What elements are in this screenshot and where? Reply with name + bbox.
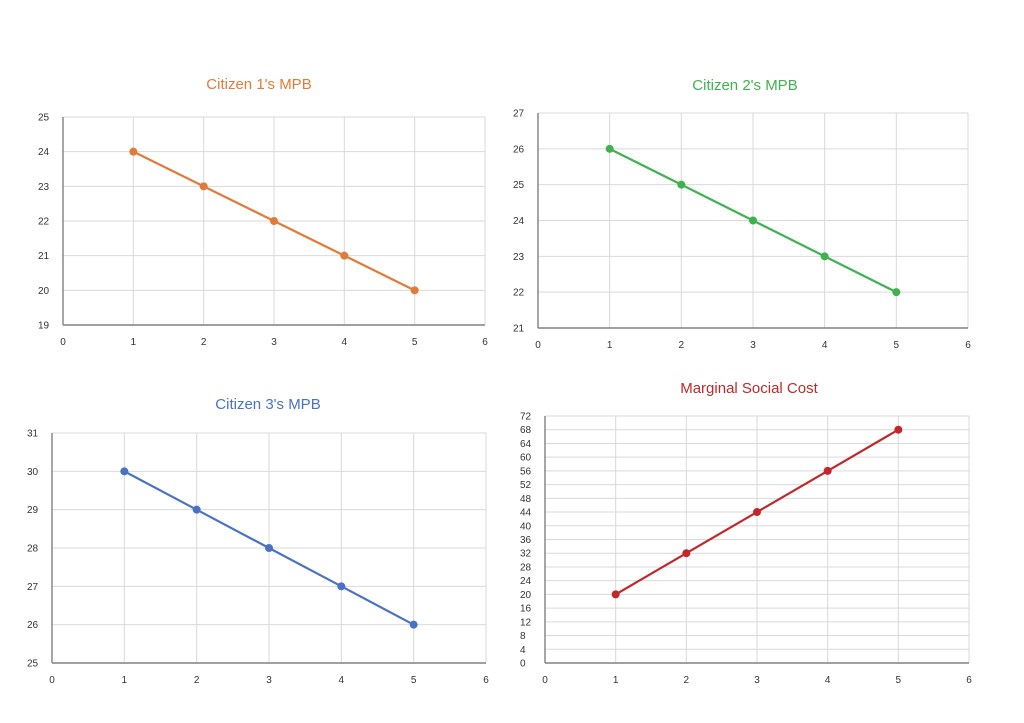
y-tick-label: 30 xyxy=(27,467,39,478)
x-tick-label: 1 xyxy=(122,675,128,686)
y-tick-label: 20 xyxy=(520,590,532,601)
x-tick-label: 6 xyxy=(483,675,489,686)
y-tick-label: 40 xyxy=(520,521,532,532)
chart-citizen-3-mpb: Citizen 3's MPB 25 26 27 28 29 30 31 0 1 2 3 4 5 6 xyxy=(27,396,489,686)
y-tick-label: 20 xyxy=(38,286,50,297)
y-tick-label: 56 xyxy=(520,466,532,477)
data-point xyxy=(340,251,349,260)
data-point xyxy=(410,286,419,295)
data-point xyxy=(892,288,901,297)
x-tick-label: 0 xyxy=(535,340,541,351)
y-tick-label: 28 xyxy=(520,562,532,573)
x-tick-label: 6 xyxy=(482,337,488,348)
x-tick-label: 0 xyxy=(542,675,548,686)
y-tick-label: 64 xyxy=(520,439,532,450)
chart-title: Marginal Social Cost xyxy=(680,380,818,397)
y-tick-label: 36 xyxy=(520,535,532,546)
y-tick-label: 23 xyxy=(513,252,525,263)
y-tick-label: 52 xyxy=(520,480,532,491)
x-tick-label: 3 xyxy=(754,675,760,686)
x-tick-label: 4 xyxy=(822,340,828,351)
data-point xyxy=(894,425,903,434)
data-point xyxy=(605,144,614,153)
y-tick-label: 26 xyxy=(27,620,39,631)
x-tick-label: 0 xyxy=(49,675,55,686)
x-tick-label: 5 xyxy=(894,340,900,351)
y-tick-label: 12 xyxy=(520,617,532,628)
x-tick-label: 4 xyxy=(342,337,348,348)
y-tick-label: 21 xyxy=(38,251,50,262)
y-tick-label: 72 xyxy=(520,412,532,423)
x-tick-label: 2 xyxy=(201,337,207,348)
y-tick-label: 28 xyxy=(27,544,39,555)
x-tick-label: 2 xyxy=(684,675,690,686)
y-tick-label: 44 xyxy=(520,508,532,519)
y-tick-label: 22 xyxy=(513,288,525,299)
y-tick-label: 8 xyxy=(520,631,526,642)
y-tick-label: 32 xyxy=(520,549,532,560)
chart-title: Citizen 3's MPB xyxy=(215,396,320,413)
x-tick-label: 3 xyxy=(750,340,756,351)
data-point xyxy=(270,217,278,225)
y-tick-label: 24 xyxy=(520,576,532,587)
chart-marginal-social-cost: Marginal Social Cost 0481216202428323640… xyxy=(520,380,972,686)
data-point xyxy=(120,467,129,476)
x-tick-label: 6 xyxy=(965,340,971,351)
x-tick-label: 1 xyxy=(607,340,613,351)
x-tick-label: 2 xyxy=(194,675,200,686)
chart-title: Citizen 1's MPB xyxy=(206,76,311,93)
y-tick-label: 22 xyxy=(38,217,50,228)
data-point xyxy=(409,620,418,629)
x-tick-label: 1 xyxy=(613,675,619,686)
x-tick-label: 5 xyxy=(896,675,902,686)
x-tick-label: 4 xyxy=(825,675,831,686)
x-tick-label: 1 xyxy=(131,337,137,348)
y-tick-label: 26 xyxy=(513,144,525,155)
data-point xyxy=(337,582,346,591)
data-point xyxy=(820,252,829,261)
data-point xyxy=(677,180,686,189)
data-point xyxy=(682,549,691,558)
y-tick-label: 27 xyxy=(513,109,525,120)
y-tick-label: 29 xyxy=(27,505,39,516)
y-tick-label: 16 xyxy=(520,604,532,615)
x-tick-label: 3 xyxy=(271,337,277,348)
x-tick-label: 5 xyxy=(411,675,417,686)
data-point xyxy=(749,216,757,225)
data-point xyxy=(753,508,761,517)
y-tick-label: 24 xyxy=(38,147,50,158)
y-tick-label: 19 xyxy=(38,321,50,332)
x-tick-label: 5 xyxy=(412,337,418,348)
y-tick-label: 23 xyxy=(38,182,50,193)
data-point xyxy=(129,147,138,156)
chart-title: Citizen 2's MPB xyxy=(692,77,797,94)
y-tick-label: 27 xyxy=(27,582,39,593)
y-tick-label: 4 xyxy=(520,645,526,656)
y-tick-label: 48 xyxy=(520,494,532,505)
data-point xyxy=(265,544,273,552)
y-tick-label: 25 xyxy=(38,113,50,124)
y-tick-label: 60 xyxy=(520,453,532,464)
y-tick-label: 21 xyxy=(513,324,525,335)
y-tick-label: 0 xyxy=(520,659,526,670)
x-tick-label: 2 xyxy=(679,340,685,351)
data-point xyxy=(823,466,832,475)
y-tick-label: 24 xyxy=(513,216,525,227)
x-tick-label: 4 xyxy=(339,675,345,686)
data-point xyxy=(192,505,201,514)
y-tick-label: 31 xyxy=(27,429,39,440)
y-tick-label: 68 xyxy=(520,425,532,436)
data-point xyxy=(199,182,208,191)
data-point xyxy=(611,590,620,599)
x-tick-label: 6 xyxy=(966,675,972,686)
x-tick-label: 3 xyxy=(266,675,272,686)
x-tick-label: 0 xyxy=(60,337,66,348)
y-tick-label: 25 xyxy=(513,180,525,191)
y-tick-label: 25 xyxy=(27,659,39,670)
